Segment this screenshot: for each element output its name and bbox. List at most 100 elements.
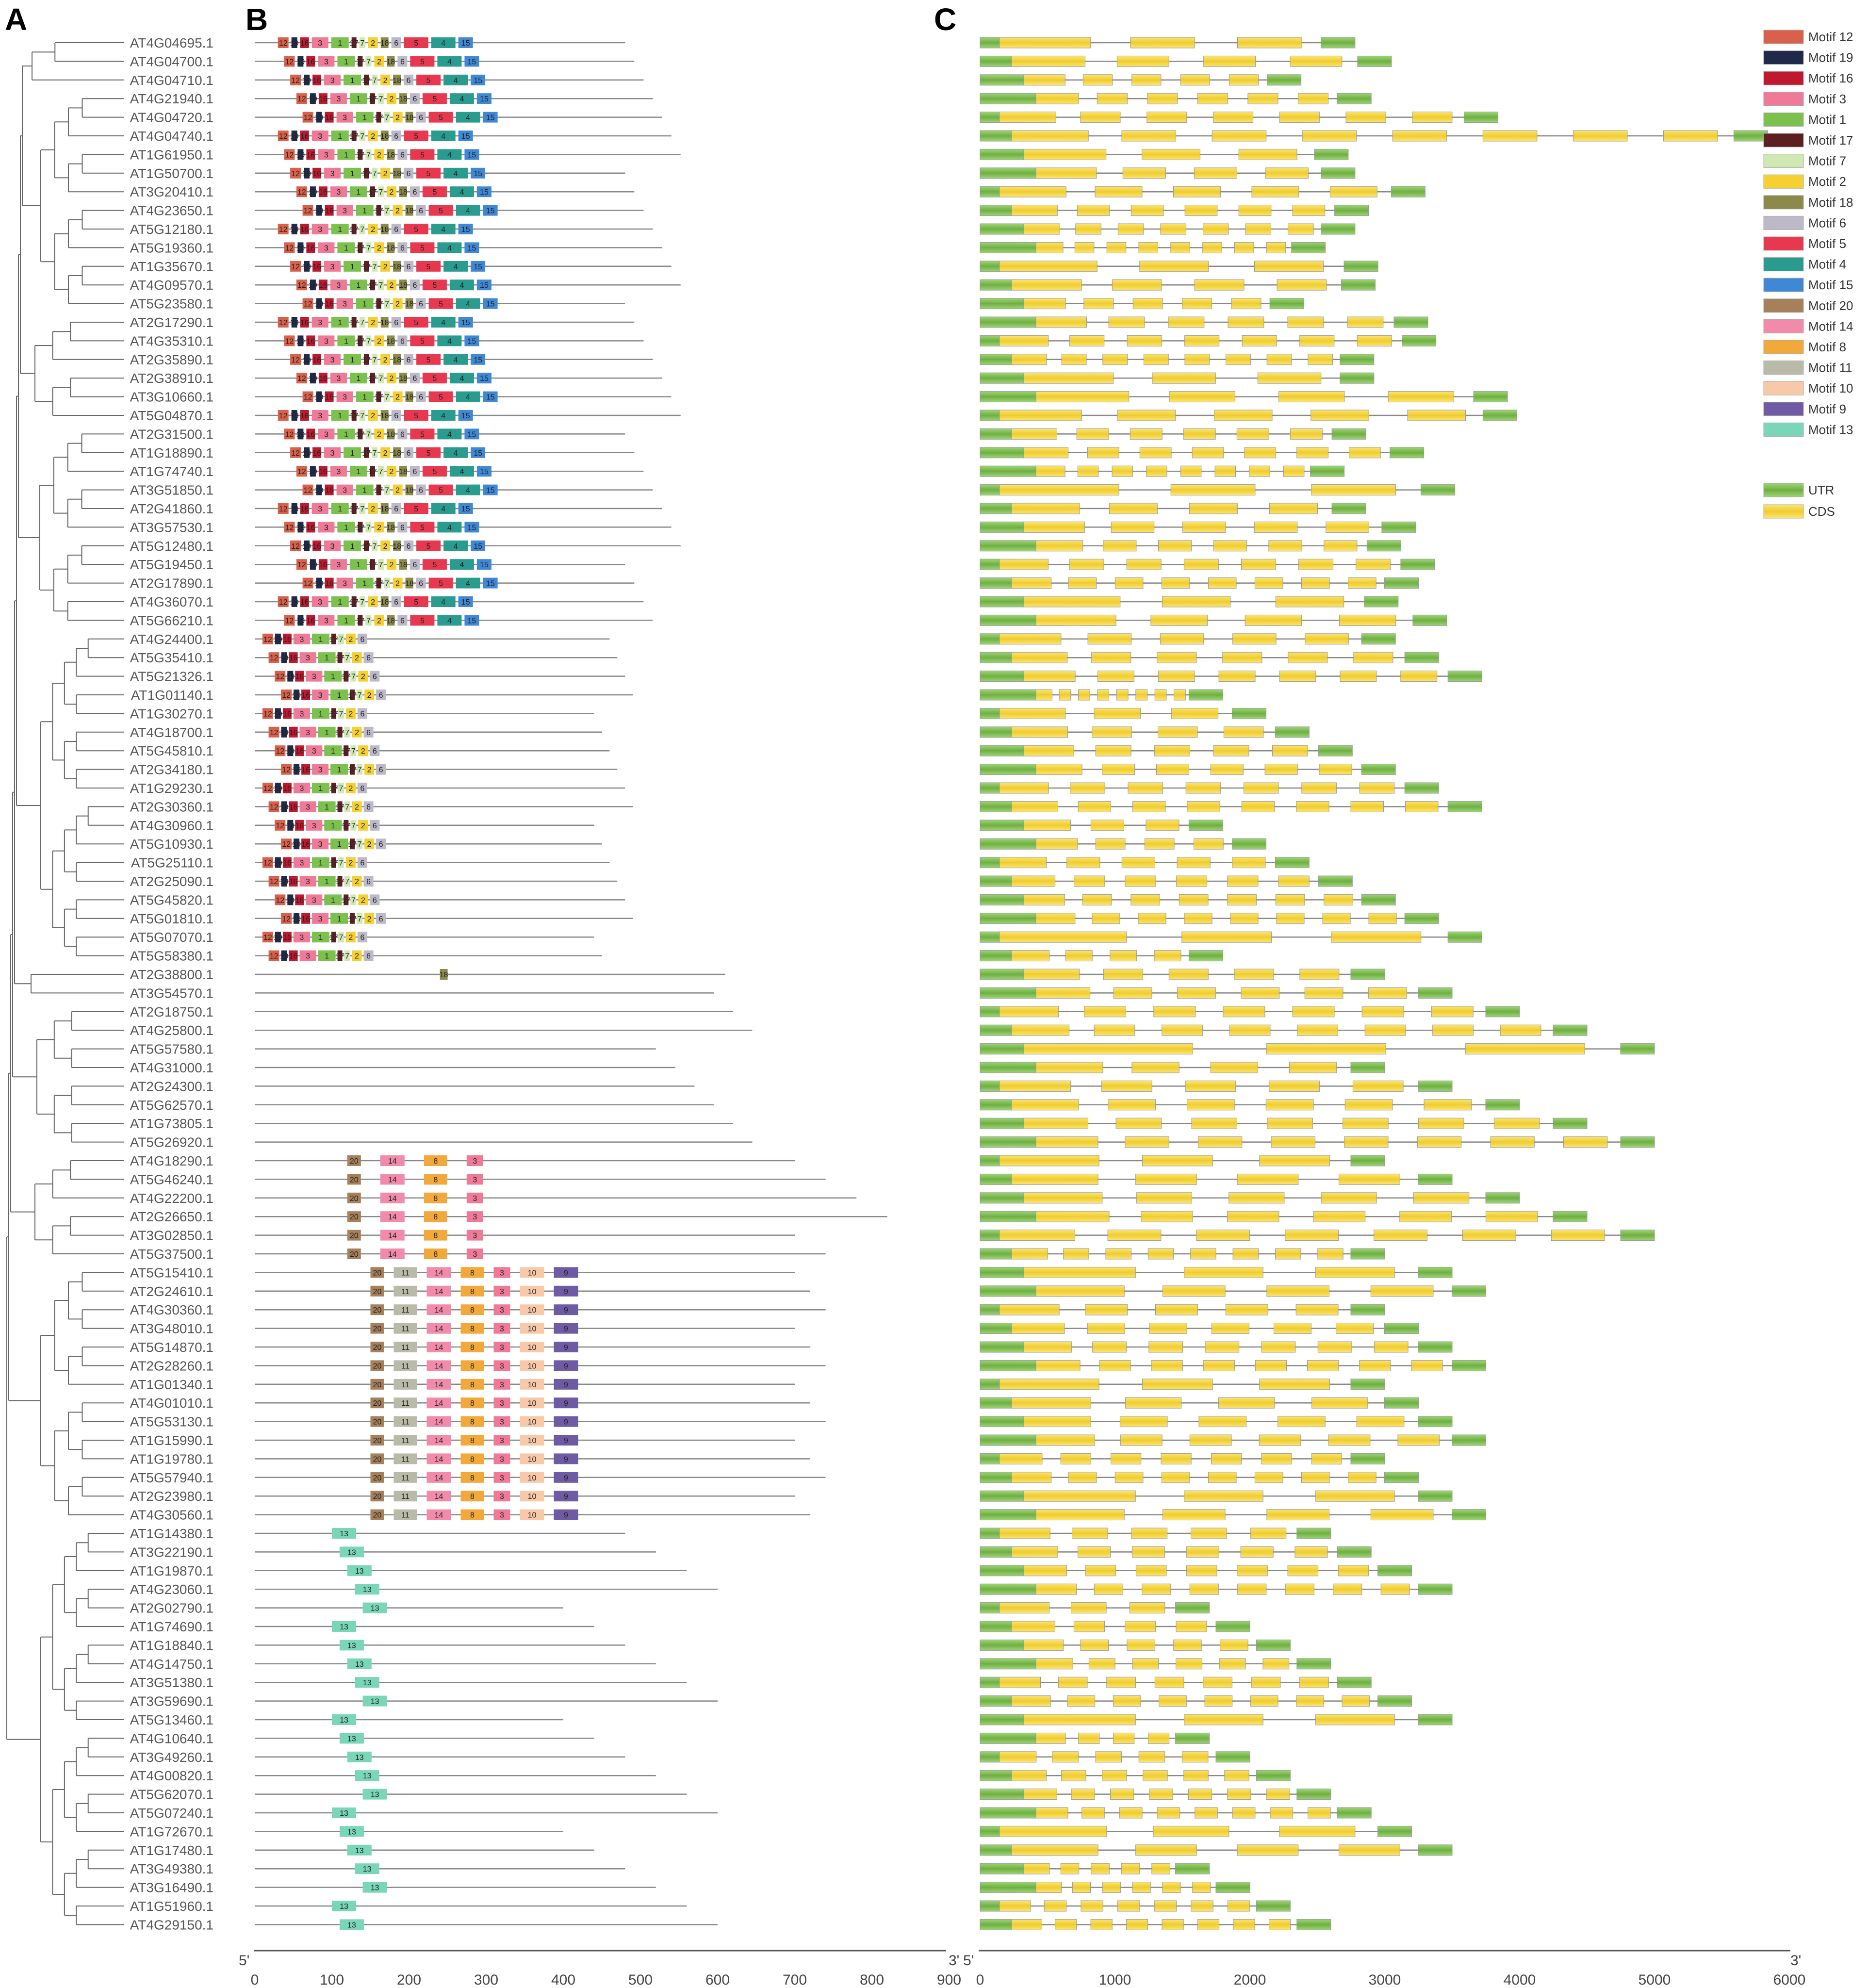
axis-b-tick: 0 <box>251 1972 259 1988</box>
motif-number: 12 <box>279 226 288 234</box>
phylogenetic-tree <box>6 42 124 1925</box>
gene-name: AT2G17290.1 <box>130 315 213 330</box>
motif-box <box>325 298 334 309</box>
motif-box <box>344 447 361 458</box>
cds-block <box>1011 1546 1058 1558</box>
motif-number: 16 <box>295 822 304 830</box>
cds-block <box>1092 1341 1127 1353</box>
motif-box <box>370 671 380 682</box>
cds-block <box>1218 1397 1275 1409</box>
motif-number: 14 <box>435 1288 443 1296</box>
motif-number: 5 <box>432 375 437 383</box>
motif-number: 6 <box>400 244 405 252</box>
motif-box <box>428 205 453 216</box>
motif-box <box>312 447 322 458</box>
cds-block <box>1065 950 1093 962</box>
utr-block <box>980 167 1036 179</box>
motif-box <box>344 820 349 831</box>
motif-number: 12 <box>276 673 284 681</box>
motif-number: 19 <box>290 598 299 607</box>
cds-block <box>1151 1863 1170 1874</box>
gene-name: AT5G62570.1 <box>130 1098 213 1113</box>
cds-block <box>1301 782 1337 794</box>
cds-block <box>1348 1472 1376 1483</box>
utr-block <box>980 987 1036 999</box>
cds-block <box>1035 1583 1077 1595</box>
cds-block <box>1122 167 1166 179</box>
cds-block <box>1266 242 1286 253</box>
cds-block <box>1250 1528 1287 1539</box>
motif-number: 7 <box>345 654 349 662</box>
motif-box <box>380 74 391 85</box>
cds-block <box>999 1453 1043 1464</box>
cds-block <box>1073 1621 1105 1632</box>
motif-number: 3 <box>500 1325 504 1333</box>
motif-number: 4 <box>447 524 452 532</box>
cds-block <box>1226 354 1251 365</box>
motif-number: 20 <box>373 1455 382 1463</box>
motif-box <box>380 540 391 551</box>
motif-number: 12 <box>304 114 312 122</box>
motif-box <box>338 708 344 719</box>
motif-number: 17 <box>362 170 371 178</box>
motif-box <box>380 317 389 328</box>
motif-number: 19 <box>274 785 282 793</box>
cds-block <box>1132 298 1163 310</box>
cds-block <box>1023 148 1107 160</box>
motif-box <box>351 131 357 141</box>
motif-box <box>476 93 492 104</box>
motif-box <box>464 615 479 626</box>
motif-number: 12 <box>285 617 294 625</box>
motif-number: 16 <box>300 505 309 513</box>
cds-block <box>1121 857 1156 869</box>
motif-box <box>306 615 315 626</box>
cds-block <box>1035 1434 1095 1446</box>
motif-number: 3 <box>500 1455 504 1463</box>
cds-block <box>1270 1807 1294 1819</box>
cds-block <box>1138 1751 1165 1763</box>
utr-block <box>1400 559 1435 570</box>
cds-block <box>1276 913 1305 924</box>
cds-block <box>1356 559 1391 570</box>
cds-block <box>1237 1583 1267 1595</box>
cds-block <box>1023 447 1069 459</box>
cds-block <box>1183 1770 1209 1781</box>
motif-number: 6 <box>360 785 364 793</box>
motif-number: 20 <box>373 1418 382 1427</box>
motif-number: 19 <box>296 337 305 345</box>
utr-block <box>980 707 1000 719</box>
cds-block <box>1315 1714 1395 1725</box>
gene-name: AT4G18700.1 <box>130 725 213 740</box>
motif-box <box>281 764 292 775</box>
motif-number: 4 <box>447 151 452 159</box>
motif-box <box>350 838 355 850</box>
motif-box <box>331 708 336 719</box>
motif-number: 11 <box>401 1288 410 1296</box>
motif-number: 14 <box>435 1455 443 1463</box>
legend-label: UTR <box>1808 483 1834 497</box>
motif-box <box>404 37 428 48</box>
motif-box <box>377 559 384 570</box>
motif-number: 3 <box>324 617 328 625</box>
motif-number: 4 <box>441 598 445 607</box>
utr-block <box>980 1509 1036 1521</box>
motif-number: 1 <box>344 151 348 159</box>
cds-block <box>1218 671 1256 682</box>
motif-number: 11 <box>401 1455 410 1463</box>
motif-number: 16 <box>319 561 328 569</box>
motif-number: 1 <box>331 822 335 830</box>
cds-block <box>1275 596 1344 608</box>
motif-box <box>344 540 361 551</box>
motif-number: 17 <box>329 710 338 718</box>
cds-block <box>1229 1192 1285 1204</box>
motif-number: 17 <box>348 915 357 923</box>
cds-block <box>1035 1732 1066 1744</box>
motif-number: 6 <box>366 729 371 737</box>
cds-block <box>1204 1695 1233 1707</box>
motif-number: 16 <box>289 729 298 737</box>
motif-number: 8 <box>433 1232 438 1240</box>
utr-block <box>1390 447 1425 459</box>
utr-block <box>1350 969 1385 980</box>
cds-block <box>1099 1360 1131 1371</box>
motif-box <box>344 261 361 272</box>
